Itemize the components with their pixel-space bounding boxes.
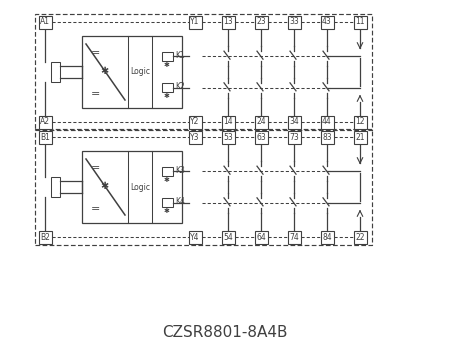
Bar <box>39 116 51 128</box>
Bar <box>288 15 301 28</box>
Bar <box>35 129 372 245</box>
Text: B2: B2 <box>40 232 50 241</box>
Bar <box>50 62 59 82</box>
Text: B1: B1 <box>40 133 50 141</box>
Text: Y3: Y3 <box>190 133 200 141</box>
Text: K3: K3 <box>176 166 185 175</box>
Text: 22: 22 <box>355 232 365 241</box>
Bar <box>221 231 234 244</box>
Text: A2: A2 <box>40 118 50 126</box>
Text: Y4: Y4 <box>190 232 200 241</box>
Text: =: = <box>91 89 101 99</box>
Bar <box>35 14 372 130</box>
Bar <box>189 231 202 244</box>
Text: K1: K1 <box>176 51 185 60</box>
Bar <box>39 131 51 144</box>
Text: Logic: Logic <box>130 68 150 77</box>
Text: K4: K4 <box>176 197 185 206</box>
Bar <box>162 167 172 176</box>
Bar <box>354 131 366 144</box>
Bar <box>288 116 301 128</box>
Bar <box>288 231 301 244</box>
Text: =: = <box>91 163 101 173</box>
Text: =: = <box>91 48 101 58</box>
Text: ✱: ✱ <box>164 62 170 68</box>
Bar <box>354 15 366 28</box>
Bar <box>162 52 172 61</box>
Text: ✱: ✱ <box>100 65 108 76</box>
Text: ✱: ✱ <box>164 177 170 183</box>
Text: 24: 24 <box>256 118 266 126</box>
Text: 63: 63 <box>256 133 266 141</box>
Text: 53: 53 <box>223 133 233 141</box>
Bar <box>255 131 267 144</box>
Bar <box>162 83 172 92</box>
Bar <box>189 131 202 144</box>
Text: 12: 12 <box>355 118 365 126</box>
Bar <box>221 15 234 28</box>
Text: 64: 64 <box>256 232 266 241</box>
Text: Y1: Y1 <box>190 18 200 27</box>
Bar <box>221 131 234 144</box>
Bar <box>221 116 234 128</box>
Bar <box>255 15 267 28</box>
Text: 84: 84 <box>322 232 332 241</box>
Text: 83: 83 <box>322 133 332 141</box>
Text: ✱: ✱ <box>164 208 170 214</box>
Text: ✱: ✱ <box>100 181 108 190</box>
Text: =: = <box>91 204 101 214</box>
Text: A1: A1 <box>40 18 50 27</box>
Bar <box>255 231 267 244</box>
Text: 74: 74 <box>289 232 299 241</box>
Text: 44: 44 <box>322 118 332 126</box>
Text: 73: 73 <box>289 133 299 141</box>
Bar <box>320 116 333 128</box>
Bar <box>354 231 366 244</box>
Bar <box>82 36 182 108</box>
Bar <box>50 177 59 197</box>
Bar <box>288 131 301 144</box>
Text: 54: 54 <box>223 232 233 241</box>
Bar <box>162 198 172 207</box>
Text: K2: K2 <box>176 82 185 91</box>
Bar <box>320 131 333 144</box>
Bar <box>255 116 267 128</box>
Bar <box>320 231 333 244</box>
Bar <box>189 15 202 28</box>
Text: CZSR8801-8A4B: CZSR8801-8A4B <box>162 325 288 340</box>
Text: 11: 11 <box>355 18 365 27</box>
Bar <box>39 15 51 28</box>
Text: 14: 14 <box>223 118 233 126</box>
Text: Logic: Logic <box>130 182 150 191</box>
Text: 21: 21 <box>355 133 365 141</box>
Bar <box>320 15 333 28</box>
Text: 34: 34 <box>289 118 299 126</box>
Text: ✱: ✱ <box>164 93 170 99</box>
Text: 13: 13 <box>223 18 233 27</box>
Text: 23: 23 <box>256 18 266 27</box>
Text: 33: 33 <box>289 18 299 27</box>
Bar <box>189 116 202 128</box>
Text: Y2: Y2 <box>190 118 200 126</box>
Bar <box>39 231 51 244</box>
Bar <box>82 151 182 223</box>
Bar <box>354 116 366 128</box>
Text: 43: 43 <box>322 18 332 27</box>
